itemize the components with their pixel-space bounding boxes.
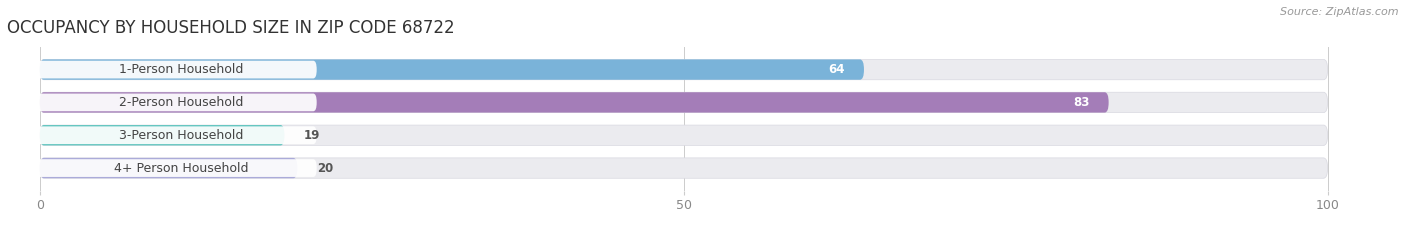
- Text: 19: 19: [304, 129, 321, 142]
- Text: 3-Person Household: 3-Person Household: [120, 129, 243, 142]
- FancyBboxPatch shape: [34, 94, 316, 111]
- Text: 20: 20: [316, 161, 333, 175]
- Text: 64: 64: [828, 63, 845, 76]
- FancyBboxPatch shape: [39, 92, 1109, 113]
- FancyBboxPatch shape: [39, 125, 1327, 145]
- Text: Source: ZipAtlas.com: Source: ZipAtlas.com: [1281, 7, 1399, 17]
- FancyBboxPatch shape: [39, 125, 284, 145]
- FancyBboxPatch shape: [34, 126, 316, 144]
- FancyBboxPatch shape: [34, 159, 316, 177]
- FancyBboxPatch shape: [39, 158, 1327, 178]
- Text: OCCUPANCY BY HOUSEHOLD SIZE IN ZIP CODE 68722: OCCUPANCY BY HOUSEHOLD SIZE IN ZIP CODE …: [7, 19, 454, 37]
- FancyBboxPatch shape: [39, 92, 1327, 113]
- Text: 83: 83: [1073, 96, 1090, 109]
- FancyBboxPatch shape: [34, 61, 316, 79]
- FancyBboxPatch shape: [39, 158, 297, 178]
- FancyBboxPatch shape: [39, 59, 1327, 80]
- Text: 4+ Person Household: 4+ Person Household: [114, 161, 249, 175]
- Text: 2-Person Household: 2-Person Household: [120, 96, 243, 109]
- Text: 1-Person Household: 1-Person Household: [120, 63, 243, 76]
- FancyBboxPatch shape: [39, 59, 863, 80]
